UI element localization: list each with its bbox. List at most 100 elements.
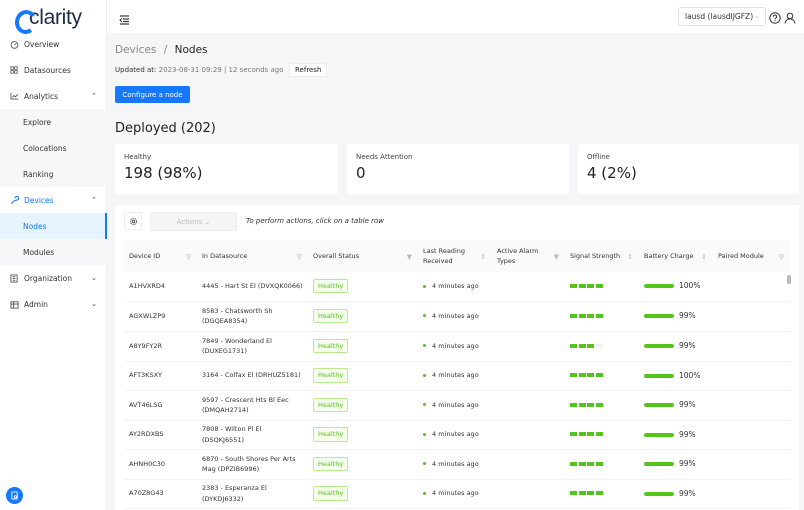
column-device-id[interactable]: Device ID ⚲ [124,240,197,272]
breadcrumb-devices[interactable]: Devices [115,44,157,56]
last-reading-text: 4 minutes ago [432,341,479,350]
wrench-icon [9,195,19,205]
table-scrollbar[interactable] [787,275,791,284]
sidebar-item-label: Organization [24,273,72,283]
breadcrumb: Devices / Nodes [115,44,208,56]
sidebar-item-explore[interactable]: Explore [0,109,107,135]
column-label: In Datasource [202,251,248,260]
signal-strength-icon [570,313,603,318]
filter-icon[interactable]: ▼ [553,253,559,261]
column-paired-module[interactable]: Paired Module ⚲ [713,240,790,272]
breadcrumb-separator: / [163,44,168,56]
cell-paired-module [713,361,790,391]
sidebar-item-datasources[interactable]: Datasources [0,57,107,83]
signal-bar [570,343,577,348]
sidebar-item-nodes[interactable]: Nodes [0,213,107,239]
logo[interactable]: clarity [15,4,82,32]
search-icon[interactable]: ⚲ [296,253,302,261]
search-icon[interactable]: ⚲ [185,253,191,261]
sort-icon[interactable]: ⇕ [480,253,486,261]
configure-node-button[interactable]: Configure a node [115,86,190,103]
sidebar-item-devices[interactable]: Devices ⌃ [0,187,107,213]
cell-battery: 99% [639,420,713,450]
updated-label: Updated at: [115,66,157,74]
actions-dropdown[interactable]: Actions ⌄ [150,212,237,231]
organization-select-value: lausd (lausdIJGFZ) [685,12,754,21]
status-badge: Healthy [313,427,349,442]
status-badge: Healthy [313,279,349,294]
signal-bar [587,461,594,466]
sidebar-item-colocations[interactable]: Colocations [0,135,107,161]
sidebar-item-modules[interactable]: Modules [0,239,107,265]
sidebar-item-label: Explore [23,117,52,127]
analytics-submenu: Explore Colocations Ranking [0,109,107,187]
column-overall-status[interactable]: Overall Status ▼ [308,240,418,272]
sidebar-item-label: Datasources [24,65,71,75]
sidebar-nav: Overview Datasources Analytics ⌃ Explore… [0,31,107,317]
logo-text: clarity [29,6,82,29]
table-row[interactable]: A8Y9FY2R 7849 - Wonderland El (DUXEG1731)… [124,331,790,362]
cell-paired-module [713,331,790,362]
table-row[interactable]: A70Z8G43 2383 - Esperanza El (DYKDJ6332) H… [124,479,790,509]
signal-strength-icon [570,491,603,496]
feedback-button[interactable] [6,487,23,504]
chevron-up-icon: ⌃ [91,196,97,204]
sidebar-item-organization[interactable]: Organization ⌄ [0,265,107,291]
sidebar-item-ranking[interactable]: Ranking [0,161,107,187]
search-icon[interactable]: ⚲ [778,253,784,261]
cell-last-reading: 4 minutes ago [418,449,492,480]
column-signal-strength[interactable]: Signal Strength ⇕ [565,240,639,272]
battery-progress [644,344,674,348]
cell-paired-module [713,390,790,421]
column-battery-charge[interactable]: Battery Charge ⇕ [639,240,713,272]
status-badge: Healthy [313,338,349,354]
nodes-table-panel: Actions ⌄ To perform actions, click on a… [115,205,799,510]
user-icon[interactable] [784,9,797,24]
table-settings-button[interactable] [124,212,142,230]
status-dot-icon [423,403,426,407]
cell-last-reading: 4 minutes ago [418,479,492,509]
help-icon[interactable] [769,9,782,24]
table-row[interactable]: AFT3KSXY 3164 - Colfax El (DRHUZ5181) Heal… [124,361,790,391]
sidebar-item-overview[interactable]: Overview [0,31,107,57]
table-row[interactable]: AVT46LSG 9597 - Crescent Hts Bl Eec (DMQA… [124,390,790,421]
column-in-datasource[interactable]: In Datasource ⚲ [197,240,308,272]
sidebar-item-admin[interactable]: Admin ⌄ [0,291,107,317]
cell-signal [565,361,639,391]
cell-alarm-types [492,331,565,362]
battery-progress [644,373,674,378]
status-dot-icon [423,314,426,318]
filter-icon[interactable]: ▼ [406,253,412,261]
signal-bar [578,373,586,378]
table-row[interactable]: AHNH0C30 6870 - South Shores Per Arts Mag… [124,449,790,480]
status-dot-icon [423,373,426,377]
sidebar-item-label: Colocations [23,143,67,153]
sort-icon[interactable]: ⇕ [627,253,633,261]
signal-bar [570,432,577,437]
table-row[interactable]: A1HVXRD4 4445 - Hart St El (DVXQK0066) Hea… [124,272,790,302]
column-active-alarm-types[interactable]: Active Alarm Types ▼ [492,240,565,272]
refresh-button[interactable]: Refresh [289,63,328,77]
column-last-reading[interactable]: Last Reading Received ⇕ [418,240,492,272]
battery-value: 100% [679,370,701,380]
sort-icon[interactable]: ⇕ [701,253,707,261]
cell-battery: 99% [639,390,713,421]
cell-device-id: AHNH0C30 [124,449,197,480]
cell-signal [565,479,639,509]
table-row[interactable]: AY2RDXBS 7808 - Wilton Pl El (DSQKJ6551) H… [124,420,790,450]
menu-fold-icon[interactable] [119,10,130,25]
stat-label: Offline [587,153,610,161]
stat-label: Healthy [124,153,152,161]
column-label: Device ID [129,251,161,260]
organization-select[interactable]: lausd (lausdIJGFZ) ⌄ [678,7,766,26]
signal-bar [587,343,594,348]
cell-signal [565,390,639,421]
battery-progress [644,284,674,289]
cell-status: Healthy [308,479,418,509]
table-row[interactable]: AGXWLZP9 8583 - Chatsworth Sh (DGQEA8354)… [124,301,790,332]
sidebar-item-analytics[interactable]: Analytics ⌃ [0,83,107,109]
signal-bar [570,373,577,378]
sidebar-item-label: Analytics [24,91,59,101]
cell-alarm-types [492,390,565,421]
cell-device-id: AY2RDXBS [124,420,197,450]
